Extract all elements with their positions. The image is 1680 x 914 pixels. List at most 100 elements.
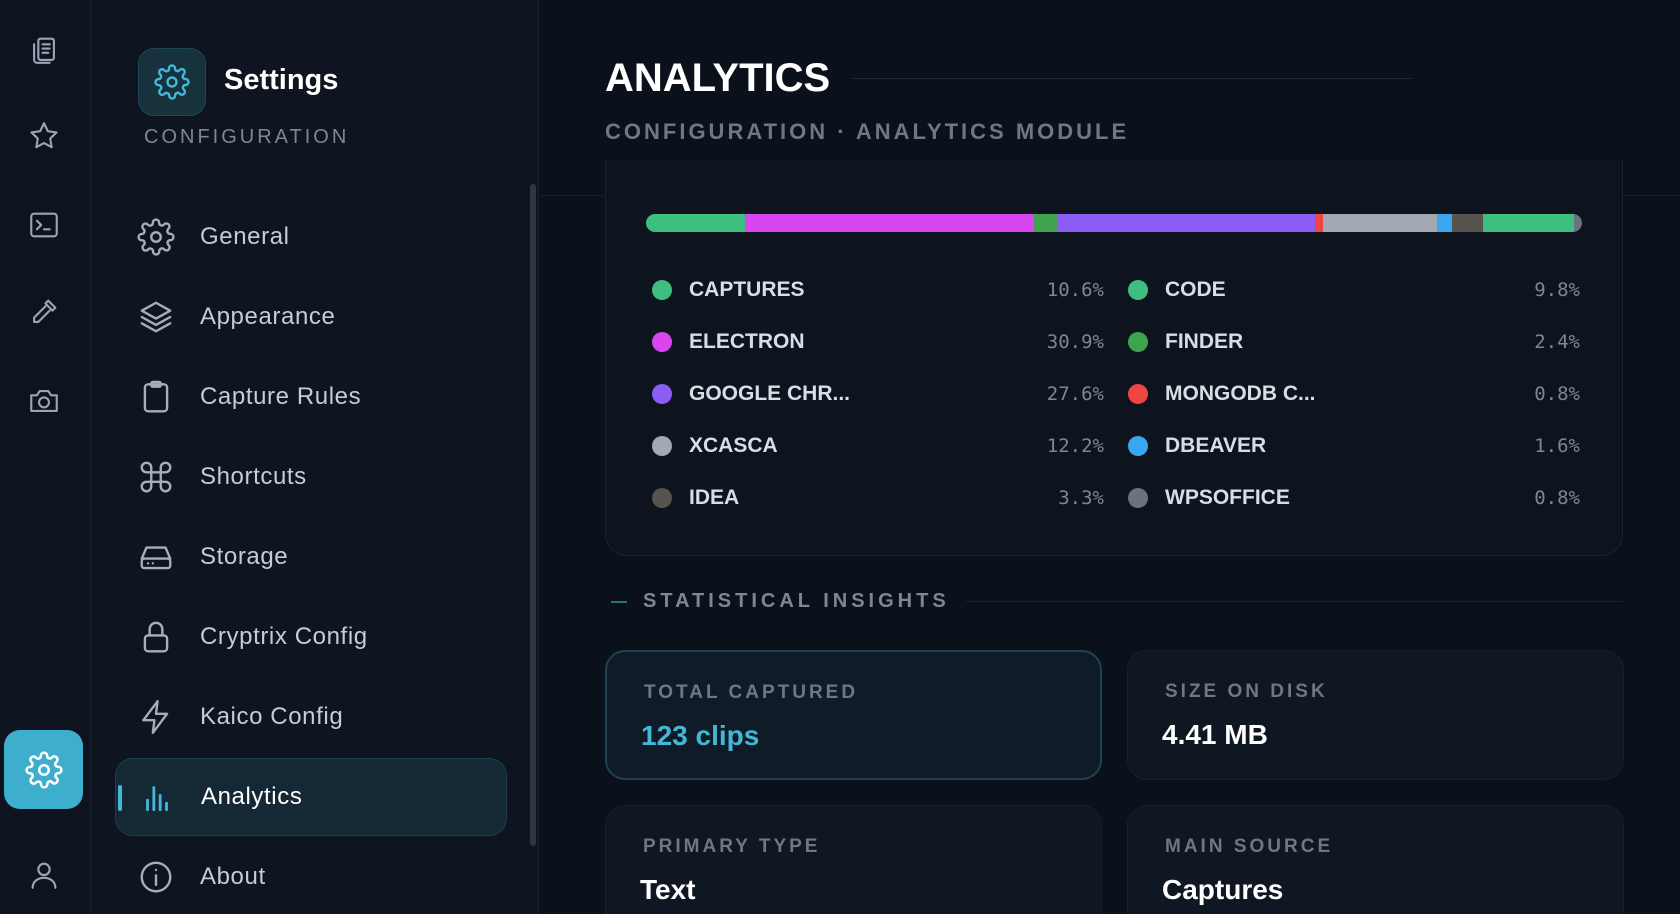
sidebar-item-label: Appearance [200,303,336,330]
sidebar-item-label: Kaico Config [200,703,344,730]
title-divider [852,78,1412,79]
stat-primary-type: PRIMARY TYPE Text [605,805,1102,914]
sidebar-item-appearance[interactable]: Appearance [115,278,507,356]
sidebar-item-label: Cryptrix Config [200,623,368,650]
lightning-icon [137,698,175,736]
legend-item: CODE 9.8% [1128,270,1580,310]
command-icon [137,458,175,496]
sidebar-title: Settings [224,64,339,96]
sidebar-item-kaico-config[interactable]: Kaico Config [115,678,507,756]
settings-logo [138,48,206,116]
stat-value: Text [640,874,696,905]
distribution-segment [1482,214,1575,232]
stat-value: 4.41 MB [1162,719,1268,750]
settings-rail-button[interactable] [4,730,83,809]
distribution-segment [646,214,746,232]
sidebar-item-label: General [200,223,290,250]
legend-percent: 27.6% [1046,383,1104,405]
legend-name: ELECTRON [689,330,805,353]
gear-icon [137,218,175,256]
legend-name: DBEAVER [1165,434,1267,457]
legend-name: XCASCA [689,434,778,457]
legend-percent: 10.6% [1046,279,1104,301]
legend-item: DBEAVER 1.6% [1128,426,1580,466]
app-rail [0,0,91,914]
star-icon[interactable] [22,114,66,158]
legend-name: IDEA [689,486,740,509]
main-content: ANALYTICS CONFIGURATION · ANALYTICS MODU… [539,0,1680,914]
sidebar-item-capture-rules[interactable]: Capture Rules [115,358,507,436]
distribution-segment [1436,214,1452,232]
sidebar-item-label: Storage [200,543,289,570]
legend-item: IDEA 3.3% [652,478,1104,518]
legend-color-dot [652,280,672,300]
legend-percent: 3.3% [1058,487,1104,509]
clipboard-history-icon[interactable] [22,28,66,72]
legend-name: WPSOFFICE [1165,486,1290,509]
page-title: ANALYTICS [605,56,831,100]
legend-item: ELECTRON 30.9% [652,322,1104,362]
legend-name: MONGODB C... [1165,382,1316,405]
source-distribution-card: CAPTURES 10.6% ELECTRON 30.9% GOOGLE CHR... 2… [605,160,1623,556]
stat-total-captured: TOTAL CAPTURED 123 clips [605,650,1102,780]
legend-name: CAPTURES [689,278,805,301]
user-icon[interactable] [22,853,66,897]
legend-percent: 30.9% [1046,331,1104,353]
stat-value: 123 clips [641,720,760,751]
legend-name: CODE [1165,278,1226,301]
stat-label: MAIN SOURCE [1165,836,1334,857]
stat-value: Captures [1162,874,1284,905]
stat-label: SIZE ON DISK [1165,681,1328,702]
legend-color-dot [652,332,672,352]
info-icon [137,858,175,896]
gear-icon [24,750,63,789]
legend-percent: 9.8% [1534,279,1580,301]
section-divider [965,601,1623,602]
legend-color-dot [652,436,672,456]
legend-percent: 2.4% [1534,331,1580,353]
legend-item: FINDER 2.4% [1128,322,1580,362]
legend-item: CAPTURES 10.6% [652,270,1104,310]
sidebar-item-shortcuts[interactable]: Shortcuts [115,438,507,516]
legend-name: FINDER [1165,330,1244,353]
legend-percent: 12.2% [1046,435,1104,457]
distribution-segment [745,214,1035,232]
legend-color-dot [1128,384,1148,404]
legend-color-dot [652,384,672,404]
sidebar-item-about[interactable]: About [115,838,507,914]
sidebar-item-storage[interactable]: Storage [115,518,507,596]
sidebar-item-label: Shortcuts [200,463,307,490]
camera-icon[interactable] [22,379,66,423]
legend-item: WPSOFFICE 0.8% [1128,478,1580,518]
sidebar-item-analytics[interactable]: Analytics [115,758,507,836]
distribution-segment [1322,214,1437,232]
sidebar-scrollbar[interactable] [530,184,536,846]
stat-label: TOTAL CAPTURED [644,682,859,703]
source-distribution-bar [646,214,1582,232]
sidebar-item-label: About [200,863,266,890]
legend-item: GOOGLE CHR... 27.6% [652,374,1104,414]
bar-chart-icon [138,778,176,816]
section-header: STATISTICAL INSIGHTS [605,590,1623,613]
eyedropper-icon[interactable] [22,290,66,334]
gear-icon [154,64,190,100]
terminal-icon[interactable] [22,203,66,247]
legend-percent: 0.8% [1534,383,1580,405]
legend-percent: 1.6% [1534,435,1580,457]
legend-color-dot [1128,280,1148,300]
distribution-segment [1574,214,1582,232]
distribution-segment [1315,214,1323,232]
layers-icon [137,298,175,336]
settings-sidebar: Settings CONFIGURATION General Appearanc… [91,0,539,914]
legend-color-dot [1128,436,1148,456]
hard-drive-icon [137,538,175,576]
section-title: STATISTICAL INSIGHTS [643,590,950,612]
stat-size-on-disk: SIZE ON DISK 4.41 MB [1127,650,1624,780]
sidebar-item-general[interactable]: General [115,198,507,276]
sidebar-item-label: Capture Rules [200,383,362,410]
legend-color-dot [1128,332,1148,352]
sidebar-item-label: Analytics [201,783,303,810]
sidebar-subtitle: CONFIGURATION [144,126,350,148]
sidebar-item-cryptrix-config[interactable]: Cryptrix Config [115,598,507,676]
stat-main-source: MAIN SOURCE Captures [1127,805,1624,914]
